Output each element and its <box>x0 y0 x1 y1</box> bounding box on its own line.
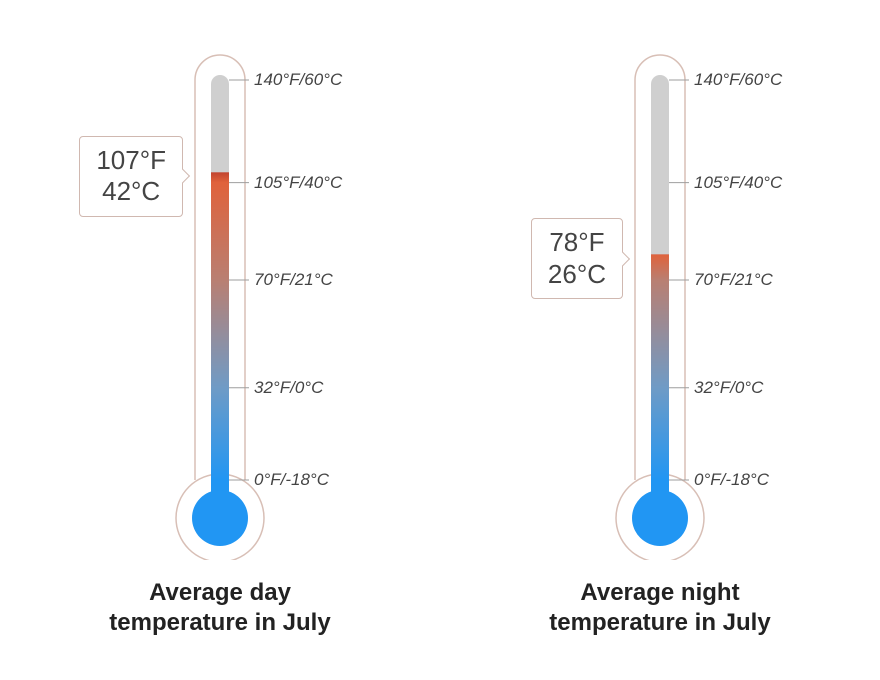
tick-label: 105°F/40°C <box>254 173 342 193</box>
tick-label: 70°F/21°C <box>254 270 333 290</box>
caption-line1: Average day <box>109 578 330 608</box>
reading-callout: 78°F 26°C <box>531 218 623 298</box>
reading-callout: 107°F 42°C <box>79 136 183 216</box>
thermometer-day: 140°F/60°C 105°F/40°C 70°F/21°C 32°F/0°C 0°F… <box>30 40 410 638</box>
tick-label: 32°F/0°C <box>254 378 323 398</box>
tick-label: 32°F/0°C <box>694 378 763 398</box>
tick-label: 105°F/40°C <box>694 173 782 193</box>
thermometer-caption: Average day temperature in July <box>109 578 330 638</box>
reading-celsius: 26°C <box>548 259 606 290</box>
thermometer-graphic: 140°F/60°C 105°F/40°C 70°F/21°C 32°F/0°C 0°F… <box>510 40 810 560</box>
reading-fahrenheit: 78°F <box>548 227 606 258</box>
caption-line2: temperature in July <box>549 608 770 638</box>
thermometer-night: 140°F/60°C 105°F/40°C 70°F/21°C 32°F/0°C 0°F… <box>470 40 850 638</box>
caption-line2: temperature in July <box>109 608 330 638</box>
reading-celsius: 42°C <box>96 176 166 207</box>
tick-label: 140°F/60°C <box>694 70 782 90</box>
caption-line1: Average night <box>549 578 770 608</box>
thermometer-caption: Average night temperature in July <box>549 578 770 638</box>
reading-fahrenheit: 107°F <box>96 145 166 176</box>
tick-label: 0°F/-18°C <box>254 470 329 490</box>
tick-label: 0°F/-18°C <box>694 470 769 490</box>
tick-label: 140°F/60°C <box>254 70 342 90</box>
thermometer-graphic: 140°F/60°C 105°F/40°C 70°F/21°C 32°F/0°C 0°F… <box>70 40 370 560</box>
tick-label: 70°F/21°C <box>694 270 773 290</box>
